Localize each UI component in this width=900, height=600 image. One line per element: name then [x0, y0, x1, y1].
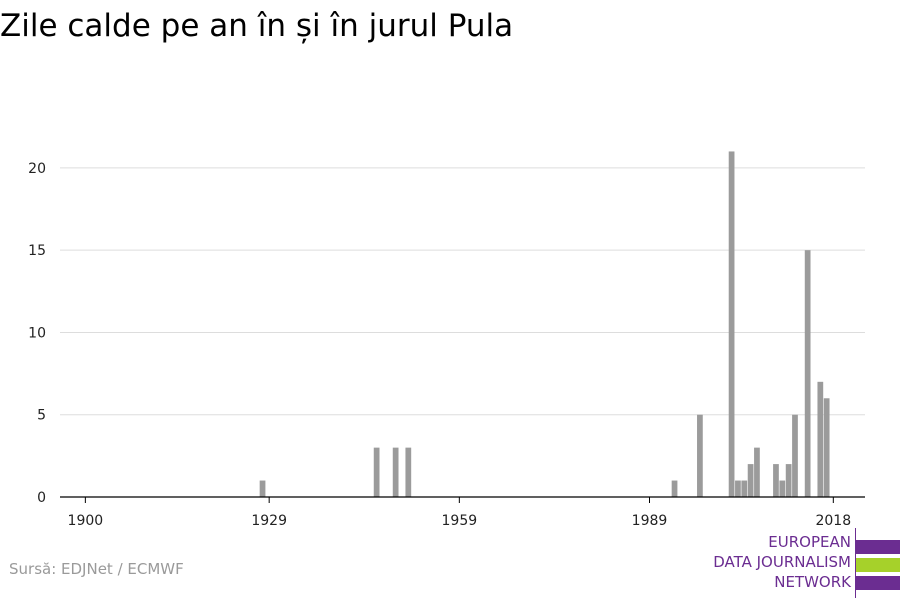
logo-bar: [856, 576, 900, 590]
x-tick-label: 1900: [68, 513, 104, 529]
y-tick-label: 20: [28, 161, 46, 177]
bars: [259, 151, 830, 498]
bar: [392, 447, 399, 497]
logo-line: EUROPEAN: [768, 533, 851, 551]
y-tick-label: 10: [28, 325, 46, 341]
y-tick-label: 15: [28, 243, 46, 259]
bar: [259, 480, 266, 497]
x-tick-label: 1929: [251, 513, 287, 529]
bar: [804, 250, 811, 497]
bar: [671, 480, 678, 497]
grid-lines: [60, 167, 865, 416]
bar: [373, 447, 380, 497]
bar: [817, 381, 824, 497]
bar: [405, 447, 412, 497]
x-tick-label: 1989: [632, 513, 668, 529]
edjnet-logo: EUROPEAN DATA JOURNALISM NETWORK: [700, 528, 900, 598]
bar: [823, 398, 830, 497]
bar: [773, 464, 779, 497]
logo-text: EUROPEAN DATA JOURNALISM NETWORK: [713, 532, 851, 592]
logo-bar: [856, 558, 900, 572]
bar: [779, 480, 786, 497]
chart-title: Zile calde pe an în și în jurul Pula: [0, 8, 514, 44]
chart: 0 5 10 15 20 1900 1929 1959 1989 2018: [28, 151, 865, 529]
logo-line: DATA JOURNALISM: [713, 553, 851, 571]
bar: [754, 447, 760, 497]
logo-bar: [856, 540, 900, 554]
y-tick-label: 0: [37, 490, 46, 506]
bar: [697, 414, 703, 497]
x-tick-label: 2018: [815, 513, 851, 529]
x-tick-label: 1959: [442, 513, 478, 529]
bar: [741, 480, 748, 497]
source-note: Sursă: EDJNet / ECMWF: [9, 560, 184, 578]
axes: 0 5 10 15 20 1900 1929 1959 1989 2018: [28, 161, 865, 529]
bar: [792, 414, 798, 497]
logo-line: NETWORK: [774, 573, 851, 591]
bar: [747, 464, 754, 497]
bar: [735, 480, 741, 497]
logo-divider: [855, 528, 856, 598]
y-tick-label: 5: [37, 408, 46, 424]
bar: [728, 151, 735, 498]
bar: [785, 464, 792, 497]
